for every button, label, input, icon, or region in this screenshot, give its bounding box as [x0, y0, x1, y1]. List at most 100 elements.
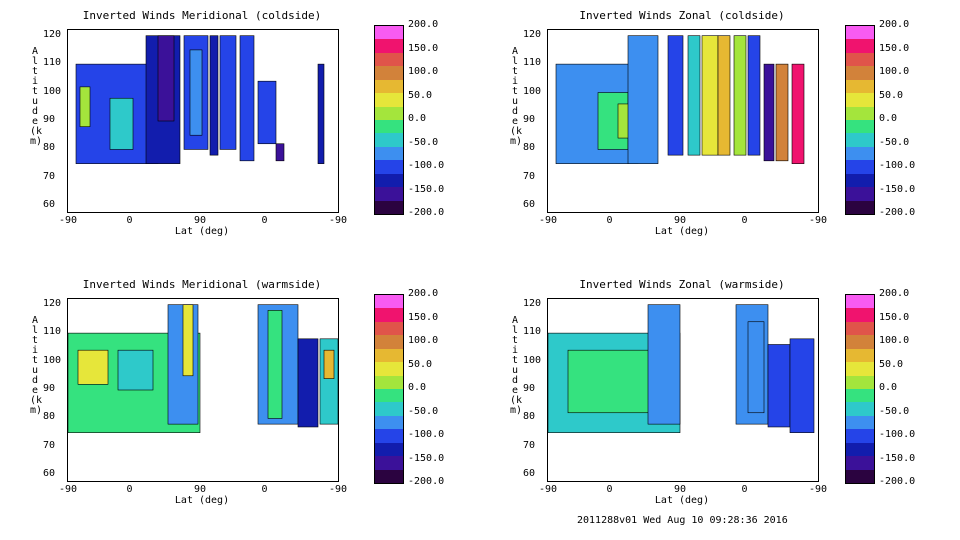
chart4-contour-region-6 — [767, 344, 791, 428]
chart1-colorbar-segment — [375, 133, 403, 148]
chart4-colorbar-label: -100.0 — [879, 429, 916, 440]
chart4-colorbar-label: 0.0 — [879, 382, 898, 393]
chart4-contour-region-3 — [647, 304, 681, 425]
chart1-colorbar-segment — [375, 66, 403, 81]
chart1-colorbar-segment — [375, 173, 403, 189]
chart4-y-tick-label: 70 — [523, 439, 536, 451]
chart1-y-tick-label: 120 — [43, 28, 62, 40]
chart4-colorbar — [845, 294, 875, 484]
chart3-colorbar-label: -50.0 — [408, 405, 439, 417]
chart3-y-tick-label: 70 — [43, 439, 56, 451]
chart2-contour-region-5 — [667, 35, 684, 156]
chart3-contour-region-7 — [267, 310, 283, 419]
chart2-x-tick-label: 90 — [674, 215, 687, 226]
chart1-colorbar-label: 0.0 — [408, 113, 427, 124]
chart1-x-tick-label: -90 — [329, 215, 348, 226]
chart4-colorbar-segment — [846, 456, 874, 471]
chart2-colorbar-segment — [846, 66, 874, 81]
footer-timestamp: 2011288v01 Wed Aug 10 09:28:36 2016 — [577, 515, 788, 526]
chart2-colorbar-segment — [846, 200, 874, 214]
chart3-plot-area — [67, 298, 339, 482]
chart3-contour-region-3 — [117, 349, 154, 391]
chart2-contour-region-10 — [747, 35, 761, 156]
chart2-x-tick-label: -90 — [539, 215, 558, 226]
chart1-colorbar — [374, 25, 404, 215]
chart2-colorbar-segment — [846, 133, 874, 148]
chart3-colorbar-label: 150.0 — [408, 311, 439, 323]
chart4-y-tick-label: 100 — [523, 354, 542, 366]
chart4-colorbar-segment — [846, 295, 874, 310]
chart2-y-tick-label: 60 — [523, 199, 536, 211]
chart3-contour-region-2 — [77, 349, 109, 385]
chart3-y-tick-label: 110 — [43, 326, 62, 338]
chart4-colorbar-segment — [846, 402, 874, 417]
chart3-colorbar-segment — [375, 348, 403, 364]
chart1-x-tick-label: 90 — [194, 215, 207, 226]
chart3-contour-region-8 — [297, 338, 319, 428]
chart4-colorbar-segment — [846, 415, 874, 431]
chart1-y-tick-label: 70 — [43, 170, 56, 182]
chart2-colorbar-label: 50.0 — [879, 89, 904, 101]
chart2-y-tick-label: 80 — [523, 142, 536, 154]
chart1-colorbar-label: 200.0 — [408, 19, 439, 30]
chart3-title: Inverted Winds Meridional (warmside) — [82, 278, 322, 291]
chart1-plot-area — [67, 29, 339, 213]
chart3-svg — [68, 304, 338, 433]
chart2-contour-region-13 — [791, 63, 805, 164]
chart1-contour-region-11 — [257, 80, 277, 145]
chart1-contour-region-13 — [317, 63, 325, 164]
chart1-colorbar-label: -100.0 — [408, 160, 445, 171]
chart3-x-tick-label: 90 — [194, 484, 207, 495]
chart3-colorbar-segment — [375, 469, 403, 483]
chart4-title: Inverted Winds Zonal (warmside) — [579, 278, 785, 291]
chart2-y-tick-label: 70 — [523, 170, 536, 182]
chart4-colorbar-segment — [846, 362, 874, 377]
chart3-colorbar-label: 0.0 — [408, 382, 427, 393]
chart1-colorbar-segment — [375, 26, 403, 41]
chart2-colorbar-label: 200.0 — [879, 19, 910, 30]
chart2-colorbar-segment — [846, 79, 874, 95]
chart2-colorbar-label: -50.0 — [879, 136, 910, 148]
chart2-contour-region-9 — [733, 35, 747, 156]
chart3-y-tick-label: 100 — [43, 354, 62, 366]
chart4-colorbar-segment — [846, 469, 874, 483]
chart4-x-tick-label: -90 — [809, 484, 828, 495]
chart3-colorbar-segment — [375, 308, 403, 323]
chart2-x-tick-label: -90 — [809, 215, 828, 226]
chart4-colorbar-label: 50.0 — [879, 358, 904, 370]
chart3-colorbar-segment — [375, 456, 403, 471]
chart2-colorbar-label: 0.0 — [879, 113, 898, 124]
chart4-colorbar-label: 100.0 — [879, 335, 910, 346]
chart1-colorbar-segment — [375, 187, 403, 202]
chart1-svg — [75, 35, 325, 164]
chart1-contour-region-2 — [109, 97, 134, 150]
chart3-x-tick-label: -90 — [59, 484, 78, 495]
chart2-contour-region-7 — [701, 35, 719, 156]
chart3-colorbar-label: 200.0 — [408, 288, 439, 299]
chart3-colorbar-label: 100.0 — [408, 335, 439, 346]
chart1-colorbar-segment — [375, 146, 403, 162]
chart4-colorbar-segment — [846, 389, 874, 404]
chart2-title: Inverted Winds Zonal (coldside) — [579, 9, 785, 22]
chart4-colorbar-label: -50.0 — [879, 405, 910, 417]
chart4-y-axis-label: Altitude (km) — [510, 315, 523, 416]
chart2-colorbar-segment — [846, 120, 874, 135]
chart1-x-axis-label: Lat (deg) — [174, 226, 230, 237]
chart2-colorbar-label: -100.0 — [879, 160, 916, 171]
chart4-colorbar-segment — [846, 321, 874, 337]
chart3-colorbar-segment — [375, 402, 403, 417]
chart1-y-tick-label: 110 — [43, 57, 62, 69]
chart4-plot-area — [547, 298, 819, 482]
chart1-y-tick-label: 100 — [43, 85, 62, 97]
chart3-colorbar-segment — [375, 375, 403, 390]
chart3-colorbar-label: 50.0 — [408, 358, 433, 370]
chart1-contour-region-10 — [239, 35, 255, 162]
chart1-colorbar-segment — [375, 120, 403, 135]
chart2-contour-region-4 — [627, 35, 659, 164]
chart1-contour-region-7 — [189, 49, 203, 136]
chart2-y-tick-label: 100 — [523, 85, 542, 97]
chart1-colorbar-segment — [375, 200, 403, 214]
chart2-y-tick-label: 120 — [523, 28, 542, 40]
chart1-colorbar-label: 100.0 — [408, 66, 439, 77]
